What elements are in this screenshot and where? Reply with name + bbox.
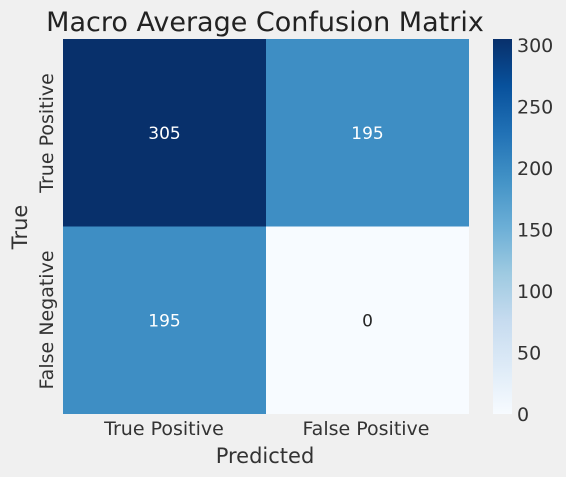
y-tick-label-false-negative: False Negative [36, 250, 58, 389]
colorbar-tick-label-300: 300 [517, 35, 553, 57]
cell-value-label-row-false-negative-col-true-positive: 195 [148, 311, 180, 331]
colorbar-ticks: 0 50 100 150 200 250 300 [517, 35, 553, 426]
colorbar-tick-label-100: 100 [517, 281, 553, 303]
colorbar-tick-label-150: 150 [517, 220, 553, 242]
colorbar-tick-label-50: 50 [517, 343, 541, 365]
cell-value-label-row-true-positive-col-false-positive: 195 [351, 124, 383, 144]
cell-value-label-row-false-negative-col-false-positive: 0 [362, 311, 373, 331]
y-axis-label: True [8, 205, 32, 251]
y-tick-label-true-positive: True Positive [36, 73, 58, 194]
heatmap-cells: 305 195 195 0 [63, 39, 469, 414]
cell-value-label-row-true-positive-col-true-positive: 305 [148, 124, 180, 144]
x-tick-label-true-positive: True Positive [103, 418, 224, 440]
colorbar [493, 39, 512, 414]
colorbar-tick-label-200: 200 [517, 158, 553, 180]
x-axis-label: Predicted [216, 444, 315, 468]
chart-title: Macro Average Confusion Matrix [46, 7, 484, 38]
x-tick-label-false-positive: False Positive [303, 418, 430, 440]
colorbar-tick-label-0: 0 [517, 404, 529, 426]
colorbar-tick-label-250: 250 [517, 97, 553, 119]
